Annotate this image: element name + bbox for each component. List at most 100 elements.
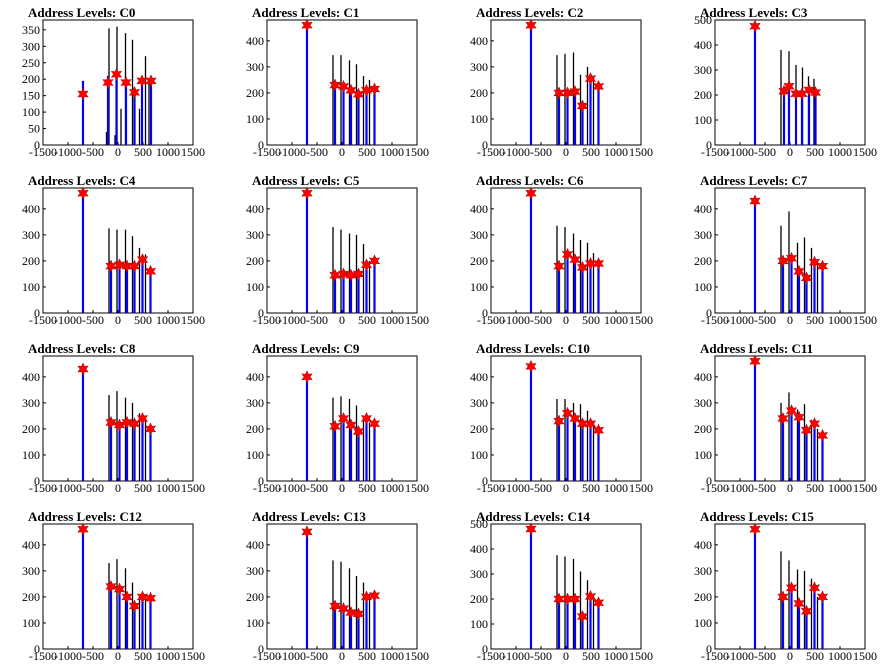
y-tick-label: 100 [470, 448, 488, 462]
y-tick-label: 400 [22, 202, 40, 216]
y-tick-label: 0 [482, 474, 488, 488]
peak-marker [120, 75, 132, 90]
y-tick-label: 0 [34, 138, 40, 152]
peak-marker [337, 267, 350, 281]
y-tick-label: 0 [34, 642, 40, 656]
x-tick-label: -1500 [701, 481, 729, 495]
peak-marker [77, 522, 89, 536]
y-tick-label: 400 [694, 38, 712, 52]
peak-marker [793, 264, 805, 278]
y-tick-label: 200 [694, 590, 712, 604]
subplot-title: Address Levels: C12 [28, 509, 142, 524]
peak-marker [368, 82, 381, 96]
x-tick-label: 1000 [828, 481, 852, 495]
x-tick-label: -1000 [726, 649, 754, 663]
y-tick-label: 100 [22, 105, 40, 119]
subplot-c7: Address Levels: C7 0 100 200 300 400 -1500-100… [694, 173, 877, 327]
peak-marker [749, 354, 761, 368]
x-tick-label: -500 [754, 649, 776, 663]
x-tick-label: -1000 [502, 481, 530, 495]
x-tick-label: 500 [582, 649, 600, 663]
x-tick-label: 1500 [405, 313, 429, 327]
x-tick-label: 1000 [156, 649, 180, 663]
peak-marker [144, 264, 157, 278]
y-tick-label: 100 [470, 112, 488, 126]
peak-marker [553, 592, 565, 606]
y-tick-label: 200 [470, 592, 488, 606]
subplot-c5: Address Levels: C5 0 100 200 300 400 -1500-100… [246, 173, 429, 327]
x-tick-label: -1000 [278, 145, 306, 159]
x-tick-label: -500 [530, 313, 552, 327]
axes-frame [266, 523, 418, 650]
peak-marker [337, 411, 350, 426]
subplot-c6: Address Levels: C6 0 100 200 300 400 -1500-100… [470, 173, 653, 327]
peak-marker [345, 83, 357, 97]
x-tick-label: 1500 [629, 145, 653, 159]
subplot-title: Address Levels: C9 [252, 341, 360, 356]
peak-marker [584, 71, 597, 86]
y-tick-label: 400 [22, 370, 40, 384]
x-tick-label: -1000 [502, 313, 530, 327]
y-tick-label: 100 [22, 616, 40, 630]
subplot-title: Address Levels: C4 [28, 173, 136, 188]
y-tick-label: 100 [22, 280, 40, 294]
x-tick-label: 1500 [853, 481, 877, 495]
peak-marker [816, 428, 829, 443]
x-tick-label: 1500 [181, 145, 205, 159]
peak-marker [525, 522, 537, 536]
peak-marker [553, 259, 565, 273]
x-tick-label: 1500 [405, 145, 429, 159]
axes-frame [266, 19, 418, 146]
axes-frame [490, 19, 642, 146]
peak-marker [749, 19, 761, 33]
x-tick-label: 1000 [828, 145, 852, 159]
y-tick-label: 200 [470, 422, 488, 436]
x-tick-label: -1500 [253, 481, 281, 495]
peak-marker [128, 85, 141, 99]
x-tick-label: -1500 [477, 145, 505, 159]
y-tick-label: 300 [470, 60, 488, 74]
x-tick-label: -1500 [253, 145, 281, 159]
peak-marker [329, 419, 341, 433]
x-tick-label: 1500 [405, 649, 429, 663]
y-tick-label: 300 [22, 564, 40, 578]
x-tick-label: 500 [134, 649, 152, 663]
x-tick-label: 1000 [604, 313, 628, 327]
x-tick-label: 500 [358, 313, 376, 327]
peak-marker [803, 83, 815, 97]
subplot-title: Address Levels: C0 [28, 5, 135, 20]
axes-frame [42, 355, 194, 482]
y-tick-label: 100 [22, 448, 40, 462]
peak-marker [121, 590, 133, 604]
x-tick-label: 1000 [380, 481, 404, 495]
peak-marker [301, 370, 313, 384]
y-tick-label: 0 [706, 138, 712, 152]
peak-marker [77, 362, 89, 376]
axes-frame [42, 19, 194, 146]
peak-marker [301, 186, 313, 200]
x-tick-label: 0 [339, 649, 345, 663]
y-tick-label: 200 [694, 422, 712, 436]
subplot-c13: Address Levels: C13 0 100 200 300 400 -1500-10… [246, 509, 429, 663]
peak-marker [121, 259, 133, 273]
y-tick-label: 400 [246, 370, 264, 384]
peak-marker [345, 605, 357, 620]
x-tick-label: 1500 [405, 481, 429, 495]
x-tick-label: 500 [806, 313, 824, 327]
x-tick-label: -1000 [54, 313, 82, 327]
subplot-title: Address Levels: C5 [252, 173, 360, 188]
peak-marker [561, 406, 574, 420]
subplot-title: Address Levels: C7 [700, 173, 808, 188]
x-tick-label: 500 [134, 481, 152, 495]
axes-frame [714, 355, 866, 482]
x-tick-label: 0 [339, 145, 345, 159]
y-tick-label: 0 [482, 306, 488, 320]
peak-marker [561, 592, 574, 606]
peak-marker [816, 590, 829, 604]
y-tick-label: 300 [246, 60, 264, 74]
peak-marker [749, 194, 761, 208]
y-tick-label: 200 [22, 422, 40, 436]
peak-marker [329, 78, 341, 92]
y-tick-label: 400 [470, 202, 488, 216]
x-tick-label: -500 [306, 145, 328, 159]
